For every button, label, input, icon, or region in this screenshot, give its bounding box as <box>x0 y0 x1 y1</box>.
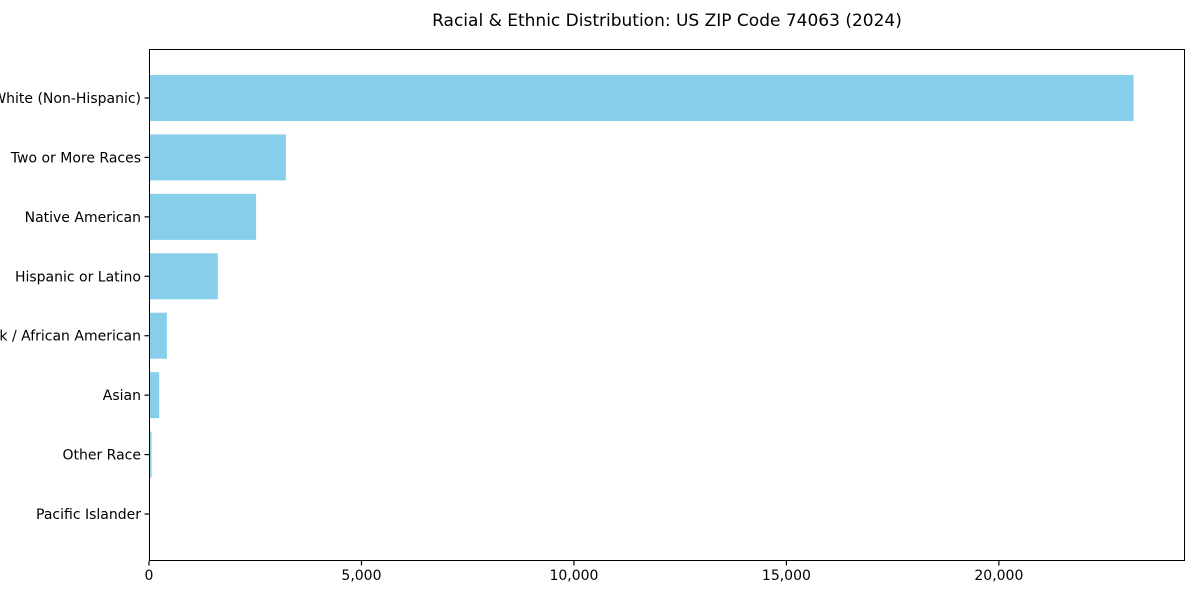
bar <box>149 312 167 359</box>
axes-spines <box>149 49 1185 561</box>
x-tick-label: 5,000 <box>341 568 381 584</box>
bar <box>149 431 152 478</box>
x-tick-label: 20,000 <box>974 568 1023 584</box>
chart-title: Racial & Ethnic Distribution: US ZIP Cod… <box>432 11 902 31</box>
bar <box>149 253 218 300</box>
bar <box>149 75 1134 121</box>
y-tick-label: Two or More Races <box>10 150 141 166</box>
x-tick-label: 0 <box>145 568 154 584</box>
bar <box>149 134 286 181</box>
bar <box>149 372 160 419</box>
y-tick-label: Native American <box>25 210 141 226</box>
y-tick-label: Black / African American <box>0 329 141 345</box>
y-tick-label: White (Non-Hispanic) <box>0 91 141 107</box>
y-tick-label: Other Race <box>62 448 141 464</box>
y-tick-label: Asian <box>103 388 141 404</box>
x-tick-label: 15,000 <box>762 568 811 584</box>
bar <box>149 193 257 240</box>
y-tick-label: Pacific Islander <box>36 507 141 523</box>
x-tick-label: 10,000 <box>549 568 598 584</box>
y-tick-label: Hispanic or Latino <box>15 269 141 285</box>
